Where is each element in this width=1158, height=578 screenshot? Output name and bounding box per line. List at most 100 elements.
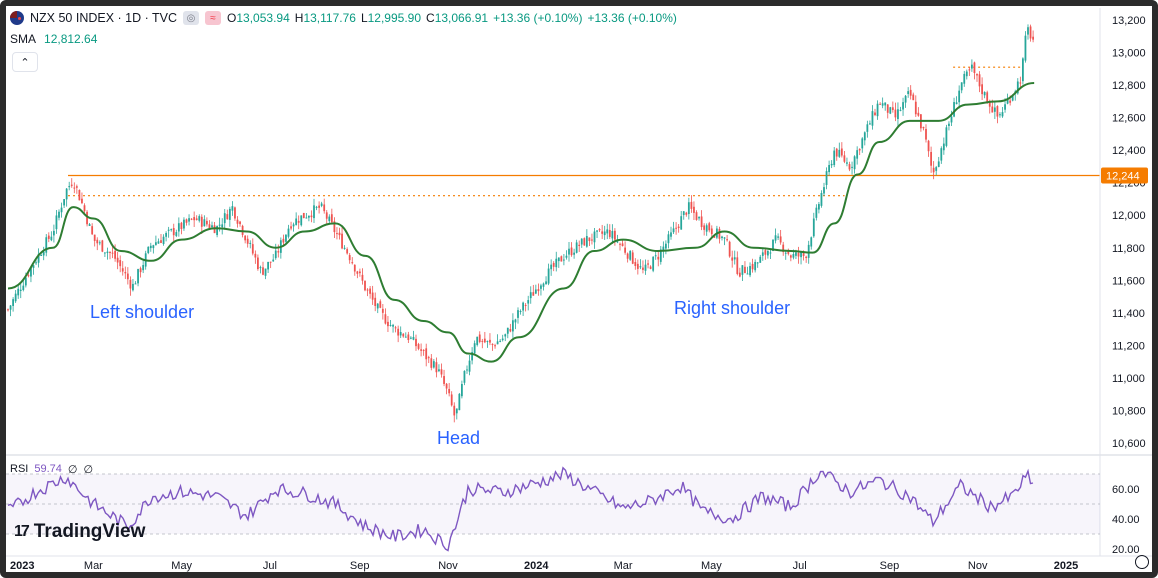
candle-body: [866, 124, 869, 132]
candle-body: [137, 269, 139, 284]
candle-body: [713, 235, 716, 238]
candle-body: [935, 167, 938, 171]
candle-body: [958, 90, 961, 103]
candle-body: [761, 252, 764, 256]
candle-body: [466, 369, 468, 371]
annotation-left-shoulder[interactable]: Left shoulder: [90, 302, 194, 322]
candle-body: [596, 230, 598, 232]
candle-body: [310, 215, 313, 218]
candle-body: [976, 74, 978, 76]
time-tick-label: Nov: [968, 560, 988, 572]
candle-body: [767, 250, 769, 256]
candle-body: [545, 281, 547, 285]
price-tag[interactable]: [1101, 167, 1148, 184]
candle-body: [499, 340, 502, 342]
candle-body: [333, 221, 336, 233]
candle-body: [461, 384, 463, 397]
candle-body: [81, 198, 83, 204]
collapse-legend-button[interactable]: ⌃: [12, 52, 38, 72]
candle-body: [14, 293, 17, 302]
candle-body: [914, 101, 917, 115]
candle-body: [835, 148, 838, 157]
candle-body: [264, 268, 267, 276]
candle-body: [644, 264, 647, 271]
candle-body: [147, 246, 150, 253]
candle-body: [417, 344, 420, 349]
high-value: 13,117.76: [303, 11, 356, 25]
price-tick-label: 11,200: [1112, 340, 1145, 352]
symbol-title[interactable]: NZX 50 INDEX · 1D · TVC: [30, 11, 178, 25]
rsi-value-2: ∅: [67, 464, 78, 476]
candle-body: [973, 62, 976, 73]
candle-body: [481, 340, 484, 342]
candle-body: [410, 337, 412, 339]
price-tick-label: 12,000: [1112, 210, 1146, 222]
candle-body: [800, 252, 802, 258]
candle-body: [917, 112, 920, 116]
eye-icon[interactable]: ◎: [183, 11, 200, 25]
candle-body: [904, 95, 907, 103]
pattern-annotations[interactable]: Left shoulder Head Right shoulder: [90, 298, 790, 448]
sma-line: [7, 82, 1035, 363]
candle-body: [78, 190, 81, 201]
candle-body: [17, 288, 20, 296]
candle-body: [96, 239, 99, 244]
candle-body: [432, 361, 435, 368]
candle-body: [272, 259, 275, 262]
annotation-right-shoulder[interactable]: Right shoulder: [674, 298, 790, 318]
annotation-head[interactable]: Head: [437, 428, 480, 448]
candle-body: [139, 268, 142, 273]
candle-body: [93, 234, 96, 241]
candle-body: [879, 103, 881, 105]
candle-body: [384, 314, 387, 324]
horizontal-levels[interactable]: [68, 66, 1100, 197]
settings-icon[interactable]: [1135, 555, 1149, 569]
candle-body: [458, 393, 461, 411]
price-axis[interactable]: 13,20013,00012,80012,60012,40012,20012,0…: [1099, 8, 1148, 556]
candle-body: [853, 156, 856, 170]
time-tick-label: Sep: [880, 560, 900, 572]
time-axis[interactable]: 2023 Mar May Jul Sep Nov 2024 Mar May Jul Sep Nov 20…: [10, 560, 1078, 572]
candle-body: [412, 336, 415, 340]
candle-body: [231, 206, 234, 211]
candle-body: [672, 228, 675, 233]
candle-body: [246, 238, 249, 244]
candle-body: [501, 338, 504, 341]
tradingview-logo[interactable]: 17 TradingView: [14, 521, 145, 543]
price-tick-label: 10,600: [1112, 438, 1146, 450]
rsi-tick-label: 40.00: [1112, 514, 1140, 526]
candle-body: [1019, 82, 1022, 84]
candle-body: [741, 265, 744, 275]
candle-body: [662, 246, 665, 252]
time-tick-label: Sep: [350, 560, 370, 572]
candle-body: [86, 211, 88, 225]
candle-body: [198, 216, 201, 221]
rsi-tick-label: 20.00: [1112, 544, 1140, 556]
candle-body: [846, 162, 848, 164]
candle-body: [524, 304, 527, 306]
candle-body: [619, 243, 621, 245]
candle-body: [825, 171, 828, 185]
wave-icon[interactable]: ≈: [205, 11, 222, 25]
candle-body: [361, 274, 364, 281]
candle-body: [35, 262, 37, 264]
candle-body: [180, 222, 183, 230]
candle-body: [486, 340, 489, 342]
candle-body: [287, 228, 290, 237]
candle-body: [471, 352, 473, 361]
sma-legend[interactable]: SMA 12,812.64: [10, 32, 97, 46]
candle-body: [968, 69, 971, 71]
candle-body: [336, 233, 338, 235]
candle-body: [861, 138, 864, 149]
candle-body: [848, 164, 851, 170]
candle-body: [216, 225, 218, 236]
candle-body: [132, 283, 134, 291]
candle-body: [366, 289, 369, 291]
candle-body: [152, 245, 155, 249]
ohlc-values: O13,053.94 H13,117.76 L12,995.90 C13,066…: [227, 11, 677, 25]
rsi-legend[interactable]: RSI 59.74 ∅ ∅: [10, 463, 93, 476]
candle-body: [611, 231, 614, 239]
candle-body: [114, 250, 116, 259]
candle-body: [58, 211, 60, 218]
